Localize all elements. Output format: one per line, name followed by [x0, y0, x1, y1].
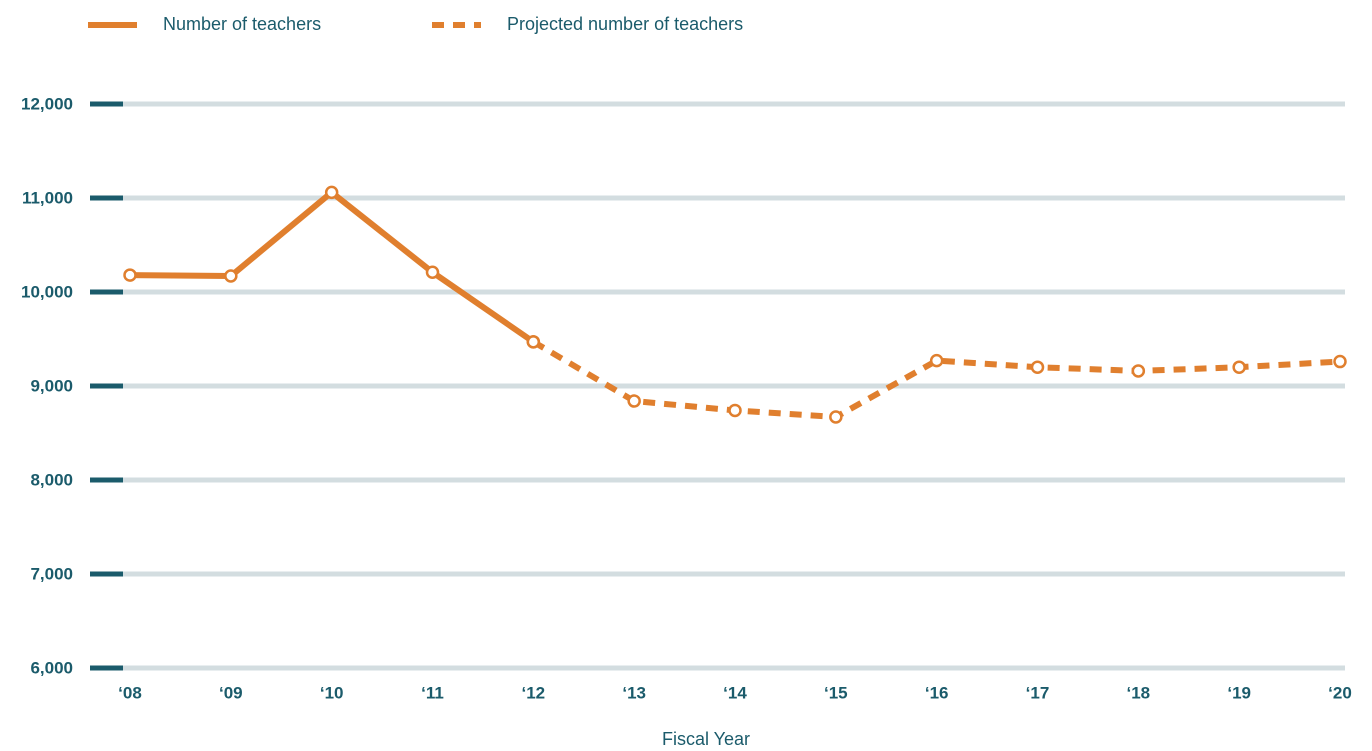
x-tick-label: ‘15 — [824, 683, 848, 702]
x-axis-title: Fiscal Year — [662, 729, 750, 749]
x-tick-label: ‘09 — [219, 683, 243, 702]
x-tick-label: ‘14 — [723, 683, 747, 702]
y-tick-label: 8,000 — [30, 470, 73, 489]
data-point — [1131, 364, 1146, 378]
y-tick-label: 6,000 — [30, 658, 73, 677]
x-tick-label: ‘12 — [522, 683, 546, 702]
y-tick-label: 10,000 — [21, 282, 73, 301]
x-tick-label: ‘10 — [320, 683, 344, 702]
data-point — [526, 335, 541, 349]
y-tick-label: 11,000 — [22, 188, 73, 207]
data-point — [1333, 354, 1347, 369]
y-tick-label: 9,000 — [30, 376, 73, 395]
series-line — [129, 189, 536, 345]
x-tick-label: ‘13 — [622, 683, 646, 702]
x-tick-label: ‘08 — [118, 683, 142, 702]
x-tick-label: ‘20 — [1328, 683, 1352, 702]
data-point — [1232, 360, 1246, 374]
data-point — [123, 268, 137, 282]
data-point — [627, 394, 641, 408]
x-tick-label: ‘17 — [1026, 683, 1050, 702]
x-tick-label: ‘16 — [925, 683, 949, 702]
data-point — [829, 410, 843, 424]
data-point — [324, 185, 339, 200]
y-tick-label: 7,000 — [30, 564, 73, 583]
x-tick-label: ‘11 — [421, 683, 444, 702]
x-tick-label: ‘18 — [1127, 683, 1151, 702]
data-point — [929, 353, 944, 368]
legend-label: Projected number of teachers — [507, 14, 743, 34]
series-line — [531, 339, 1341, 421]
data-point — [425, 265, 440, 280]
data-point — [728, 403, 742, 418]
data-point — [1030, 360, 1045, 374]
x-tick-label: ‘19 — [1227, 683, 1251, 702]
data-point — [224, 269, 238, 283]
y-tick-label: 12,000 — [21, 94, 73, 113]
legend-label: Number of teachers — [163, 14, 321, 34]
